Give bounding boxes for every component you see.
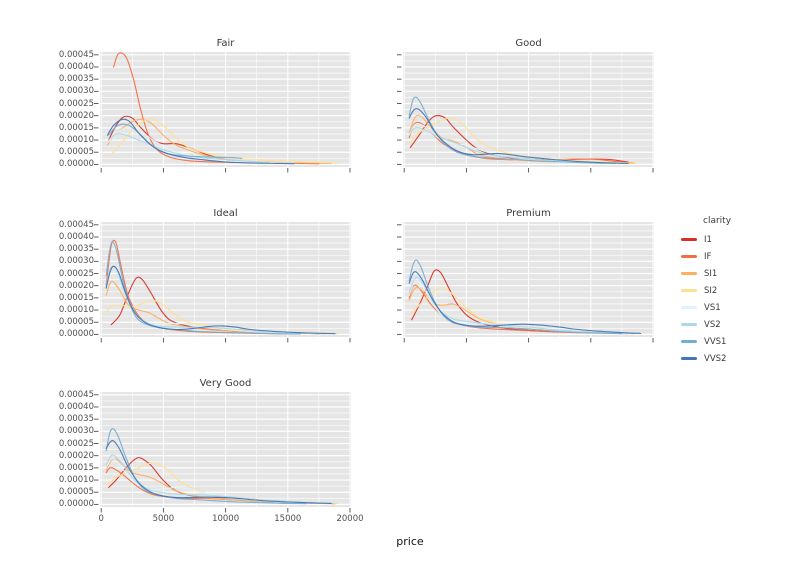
y-tick-label: 0.00045: [58, 219, 94, 230]
y-tick-label: 0.00035: [58, 414, 94, 425]
legend-item-vs1: VS1: [681, 299, 731, 316]
facet-panel-very-good: [94, 392, 351, 513]
legend-swatch-vvs2: [681, 357, 697, 360]
kde-curve-vvs2: [408, 271, 642, 334]
legend-item-si1: SI1: [681, 265, 731, 282]
facet-panel-premium: [397, 222, 654, 343]
y-tick-label: 0.00035: [58, 74, 94, 85]
kde-curve-vs2: [105, 454, 335, 504]
legend-item-label: SI2: [704, 285, 718, 296]
legend-item-label: VVS1: [704, 336, 727, 347]
kde-curve-si2: [110, 118, 339, 164]
y-tick-label: 0.00005: [58, 317, 94, 328]
y-tick-label: 0.00020: [58, 280, 94, 291]
y-tick-label: 0.00010: [58, 305, 94, 316]
x-tick-label: 15000: [274, 514, 302, 524]
y-tick-label: 0.00030: [58, 426, 94, 437]
kde-curve-vvs2: [105, 265, 336, 335]
legend-items: I1 IF SI1 SI2 VS1 VS2 VVS1 VVS2: [681, 231, 731, 367]
x-tick-label: 0: [98, 514, 104, 524]
y-tick-label: 0.00035: [58, 244, 94, 255]
x-axis-label: price: [396, 535, 424, 548]
legend-swatch-vvs1: [681, 340, 697, 343]
kde-curve-if: [408, 121, 635, 164]
y-tick-label: 0.00015: [58, 122, 94, 133]
kde-curve-vvs1: [105, 241, 301, 335]
facet-title-ideal: Ideal: [213, 208, 238, 219]
legend-item-if: IF: [681, 248, 731, 265]
legend-swatch-si1: [681, 272, 697, 275]
legend-item-label: I1: [704, 234, 712, 245]
y-tick-label: 0.00040: [58, 401, 94, 412]
legend-item-i1: I1: [681, 231, 731, 248]
y-tick-label: 0.00030: [58, 256, 94, 267]
y-tick-label: 0.00040: [58, 61, 94, 72]
facet-title-very-good: Very Good: [199, 378, 252, 389]
legend-title: clarity: [703, 216, 732, 226]
y-tick-label: 0.00020: [58, 450, 94, 461]
facet-title-fair: Fair: [216, 38, 235, 49]
legend-swatch-i1: [681, 238, 697, 241]
legend: clarity I1 IF SI1 SI2 VS1 VS2 VVS1 VVS2: [681, 215, 731, 367]
y-tick-label: 0.00020: [58, 110, 94, 121]
y-tick-label: 0.00030: [58, 86, 94, 97]
y-tick-label: 0.00010: [58, 135, 94, 146]
y-tick-label: 0.00000: [58, 159, 94, 170]
kde-curve-if: [113, 52, 264, 164]
legend-swatch-vs2: [681, 323, 697, 326]
kde-curve-vvs2: [408, 108, 629, 164]
legend-swatch-vs1: [681, 306, 697, 309]
legend-item-vvs1: VVS1: [681, 333, 731, 350]
x-tick-label: 5000: [152, 514, 175, 524]
y-tick-label: 0.00010: [58, 475, 94, 486]
kde-curve-vs2: [108, 133, 270, 164]
kde-curve-vvs1: [408, 96, 617, 164]
y-tick-label: 0.00005: [58, 487, 94, 498]
y-tick-label: 0.00025: [58, 438, 94, 449]
facet-title-premium: Premium: [506, 208, 551, 219]
x-tick-label: 20000: [336, 514, 364, 524]
kde-curve-vvs2: [106, 118, 295, 165]
legend-item-label: VS1: [704, 302, 721, 313]
legend-item-si2: SI2: [681, 282, 731, 299]
legend-item-vs2: VS2: [681, 316, 731, 333]
y-tick-label: 0.00000: [58, 499, 94, 510]
y-tick-label: 0.00005: [58, 147, 94, 158]
legend-swatch-si2: [681, 289, 697, 292]
kde-curve-si2: [409, 117, 638, 164]
facet-panel-ideal: [94, 222, 351, 343]
facet-title-good: Good: [515, 38, 542, 49]
y-tick-label: 0.00045: [58, 389, 94, 400]
legend-item-label: SI1: [704, 268, 718, 279]
legend-item-vvs2: VVS2: [681, 350, 731, 367]
y-tick-label: 0.00025: [58, 98, 94, 109]
kde-curve-vvs1: [408, 259, 623, 335]
x-tick-label: 10000: [212, 514, 240, 524]
legend-item-label: VS2: [704, 319, 721, 330]
kde-curve-vs2: [105, 265, 326, 335]
y-tick-label: 0.00040: [58, 231, 94, 242]
y-tick-label: 0.00015: [58, 462, 94, 473]
legend-item-label: IF: [704, 251, 712, 262]
legend-swatch-if: [681, 255, 697, 258]
kde-curve-vs2: [408, 276, 635, 334]
facet-panel-good: [397, 52, 654, 173]
y-tick-label: 0.00025: [58, 268, 94, 279]
y-tick-label: 0.00000: [58, 329, 94, 340]
facet-panel-fair: [94, 52, 351, 173]
y-tick-label: 0.00015: [58, 292, 94, 303]
legend-item-label: VVS2: [704, 353, 727, 364]
y-tick-label: 0.00045: [58, 49, 94, 60]
kde-curve-vvs2: [105, 440, 332, 504]
